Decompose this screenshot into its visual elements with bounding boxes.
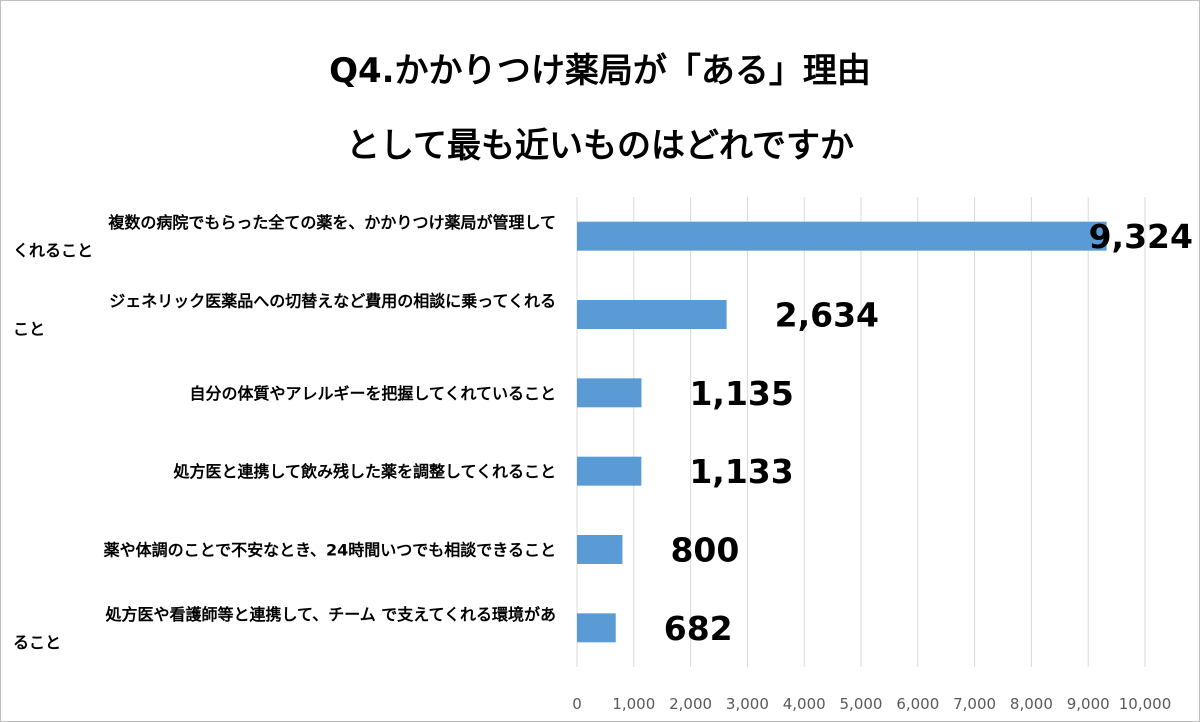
bar <box>577 456 642 486</box>
category-label: ジェネリック医薬品への切替えなど費用の相談に乗ってくれる <box>109 292 556 311</box>
bar <box>577 378 642 408</box>
data-label: 800 <box>670 531 739 570</box>
x-tick-label: 7,000 <box>953 695 996 713</box>
bar <box>577 613 616 643</box>
chart-title-line-1: Q4.かかりつけ薬局が「ある」理由 <box>329 51 871 91</box>
category-label: くれること <box>13 241 93 260</box>
bar <box>577 300 727 329</box>
category-label: 薬や体調のことで不安なとき、24時間いつでも相談できること <box>103 541 556 560</box>
category-label: ること <box>13 633 61 652</box>
category-label: 自分の体質やアレルギーを把握してくれていること <box>189 384 556 403</box>
data-label: 2,634 <box>775 296 879 335</box>
data-label: 1,135 <box>689 374 793 413</box>
x-tick-label: 3,000 <box>726 695 769 713</box>
data-label: 682 <box>664 609 733 648</box>
x-tick-label: 5,000 <box>840 695 883 713</box>
category-label: 処方医や看護師等と連携して、チーム で支えてくれる環境があ <box>105 605 556 624</box>
x-tick-label: 4,000 <box>783 695 826 713</box>
bar <box>577 535 623 564</box>
x-tick-label: 2,000 <box>669 695 712 713</box>
x-tick-label: 1,000 <box>612 695 655 713</box>
x-tick-label: 6,000 <box>896 695 939 713</box>
x-tick-label: 9,000 <box>1067 695 1110 713</box>
chart-title-line-2: として最も近いものはどれですか <box>346 126 854 166</box>
category-label: 複数の病院でもらった全ての薬を、かかりつけ薬局が管理して <box>107 213 556 232</box>
category-label: こと <box>13 320 45 339</box>
x-tick-label: 0 <box>572 695 582 713</box>
category-label: 処方医と連携して飲み残した薬を調整してくれること <box>173 462 556 481</box>
x-tick-label: 10,000 <box>1119 695 1172 713</box>
x-tick-label: 8,000 <box>1010 695 1053 713</box>
bar <box>577 221 1107 251</box>
data-label: 1,133 <box>689 452 793 491</box>
data-label: 9,324 <box>1089 217 1193 256</box>
